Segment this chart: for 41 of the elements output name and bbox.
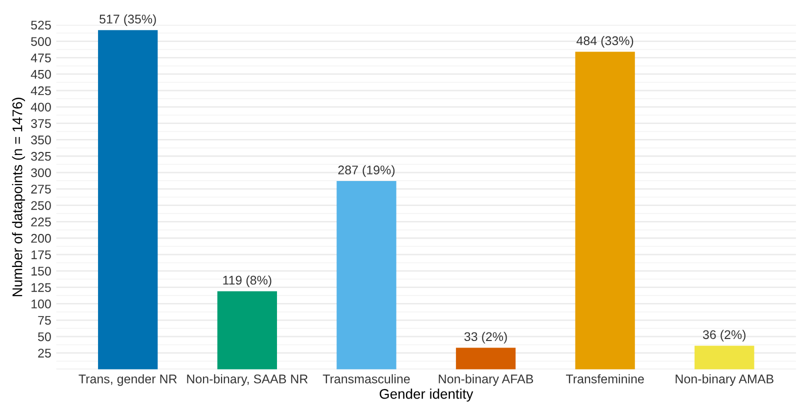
y-tick-label: 225: [31, 218, 51, 226]
y-tick-label: 350: [31, 136, 51, 144]
x-tick-label: Non-binary, SAAB NR: [187, 374, 308, 386]
bar: [575, 52, 635, 370]
x-tick-label: Transfeminine: [566, 374, 644, 384]
x-tick-label: Non-binary AMAB: [676, 374, 774, 386]
x-axis-title: Gender identity: [380, 388, 474, 402]
data-label: 517 (35%): [100, 14, 156, 26]
y-tick-label: 250: [31, 201, 51, 210]
bar: [98, 30, 158, 370]
data-label: 36 (2%): [702, 330, 746, 342]
bar: [217, 291, 277, 370]
y-tick-label: 75: [38, 316, 51, 325]
bar: [456, 348, 516, 370]
y-axis-title: Number of datapoints (n = 1476): [12, 98, 26, 296]
y-tick-label: 375: [31, 119, 51, 128]
y-tick-label: 25: [38, 348, 51, 358]
data-label: 119 (8%): [223, 275, 272, 288]
y-tick-label: 50: [38, 332, 51, 342]
x-tick-label: Trans, gender NR: [78, 374, 177, 386]
y-tick-label: 300: [31, 168, 51, 178]
bar: [694, 346, 754, 370]
data-label: 484 (33%): [576, 36, 634, 48]
y-tick-label: 100: [32, 300, 51, 308]
x-tick-label: Transmasculine: [322, 374, 410, 384]
y-tick-label: 500: [31, 37, 51, 46]
data-label: 33 (2%): [464, 332, 507, 344]
y-tick-label: 125: [32, 283, 51, 292]
y-tick-label: 525: [31, 20, 51, 30]
y-tick-label: 325: [31, 152, 51, 161]
bar: [336, 181, 396, 370]
y-tick-label: 175: [32, 250, 51, 260]
data-label: 287 (19%): [338, 165, 395, 177]
y-tick-label: 150: [32, 266, 51, 276]
y-tick-label: 275: [31, 184, 51, 194]
y-tick-label: 400: [30, 102, 51, 112]
y-tick-label: 450: [30, 70, 51, 79]
x-tick-label: Non-binary AFAB: [438, 374, 534, 386]
y-tick-label: 475: [30, 54, 51, 62]
y-tick-label: 425: [30, 86, 51, 96]
y-tick-label: 200: [31, 234, 51, 243]
